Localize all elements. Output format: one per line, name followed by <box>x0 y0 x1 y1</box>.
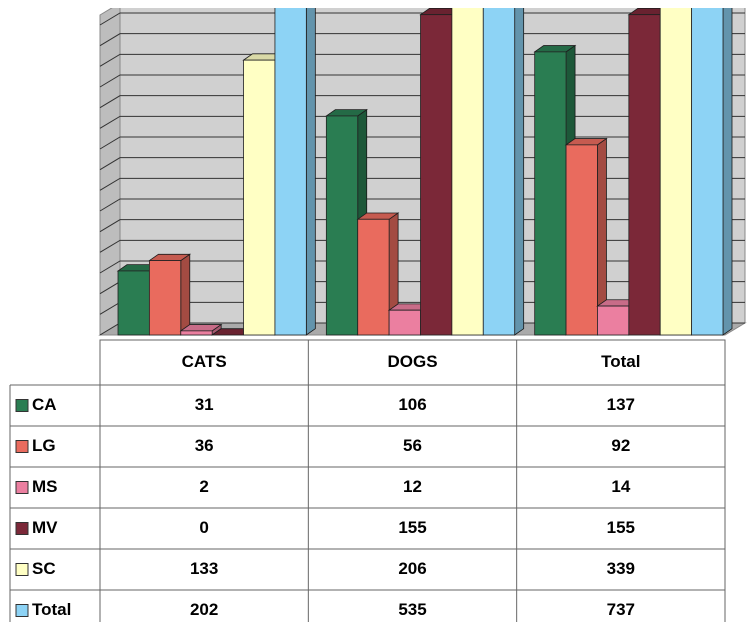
bar-front <box>117 270 150 336</box>
grid-line <box>99 33 745 47</box>
cell-value: 92 <box>611 436 630 455</box>
cell-value: 36 <box>195 436 214 455</box>
cell-value: 0 <box>199 518 208 537</box>
bar <box>148 253 192 336</box>
legend-swatch <box>15 481 29 494</box>
bar-front <box>180 330 213 336</box>
legend-swatch <box>15 522 29 535</box>
bar <box>564 137 608 336</box>
side-wall <box>99 8 121 336</box>
bar-front <box>148 260 182 336</box>
bar-side <box>514 8 525 336</box>
legend-label: MS <box>32 477 58 496</box>
bar-front <box>388 309 421 336</box>
bar <box>179 323 223 336</box>
bar-front <box>628 14 661 336</box>
bar <box>325 108 368 336</box>
bar <box>274 8 316 336</box>
cell-value: 737 <box>607 600 635 619</box>
legend-label: LG <box>32 436 56 455</box>
legend-swatch <box>15 604 29 617</box>
column-header: CATS <box>182 352 227 371</box>
cell-value: 56 <box>403 436 422 455</box>
bar <box>356 212 400 336</box>
cell-value: 339 <box>607 559 635 578</box>
grid-line <box>99 12 745 26</box>
bar-side <box>722 8 733 336</box>
legend-label: SC <box>32 559 56 578</box>
legend-swatch <box>15 399 29 412</box>
bar-side <box>305 8 316 336</box>
bar-front <box>565 144 598 336</box>
bar-front <box>691 8 724 336</box>
cell-value: 206 <box>398 559 426 578</box>
cell-value: 14 <box>611 477 630 496</box>
bar-front <box>420 14 453 336</box>
bar-front <box>243 59 276 336</box>
bar-front <box>357 218 390 336</box>
cell-value: 2 <box>199 477 208 496</box>
plot-area <box>98 8 747 336</box>
bar-front <box>451 8 484 336</box>
column-header: DOGS <box>387 352 437 371</box>
table-header <box>99 339 726 386</box>
legend-label: MV <box>32 518 58 537</box>
legend-swatch <box>15 440 29 453</box>
cell-value: 155 <box>607 518 635 537</box>
cell-value: 155 <box>398 518 426 537</box>
bar-front <box>325 115 359 336</box>
bar <box>691 8 733 336</box>
legend-swatch <box>15 563 29 576</box>
legend-label: CA <box>32 395 57 414</box>
cell-value: 202 <box>190 600 218 619</box>
bar-front <box>534 51 567 336</box>
cell-value: 31 <box>195 395 214 414</box>
bar-front <box>597 305 630 336</box>
cell-value: 137 <box>607 395 635 414</box>
bar <box>482 8 525 336</box>
bar-front <box>274 8 307 336</box>
cell-value: 535 <box>398 600 426 619</box>
data-table: CATS DOGS Total CA 31 106 137 LG 36 56 92 MS 2 12 14 MV… <box>9 339 726 622</box>
bar-front <box>482 8 516 336</box>
legend-label: Total <box>32 600 71 619</box>
bar-side <box>180 253 191 336</box>
column-header: Total <box>601 352 640 371</box>
cell-value: 12 <box>403 477 422 496</box>
cell-value: 133 <box>190 559 218 578</box>
bar-front <box>659 8 693 336</box>
cell-value: 106 <box>398 395 426 414</box>
